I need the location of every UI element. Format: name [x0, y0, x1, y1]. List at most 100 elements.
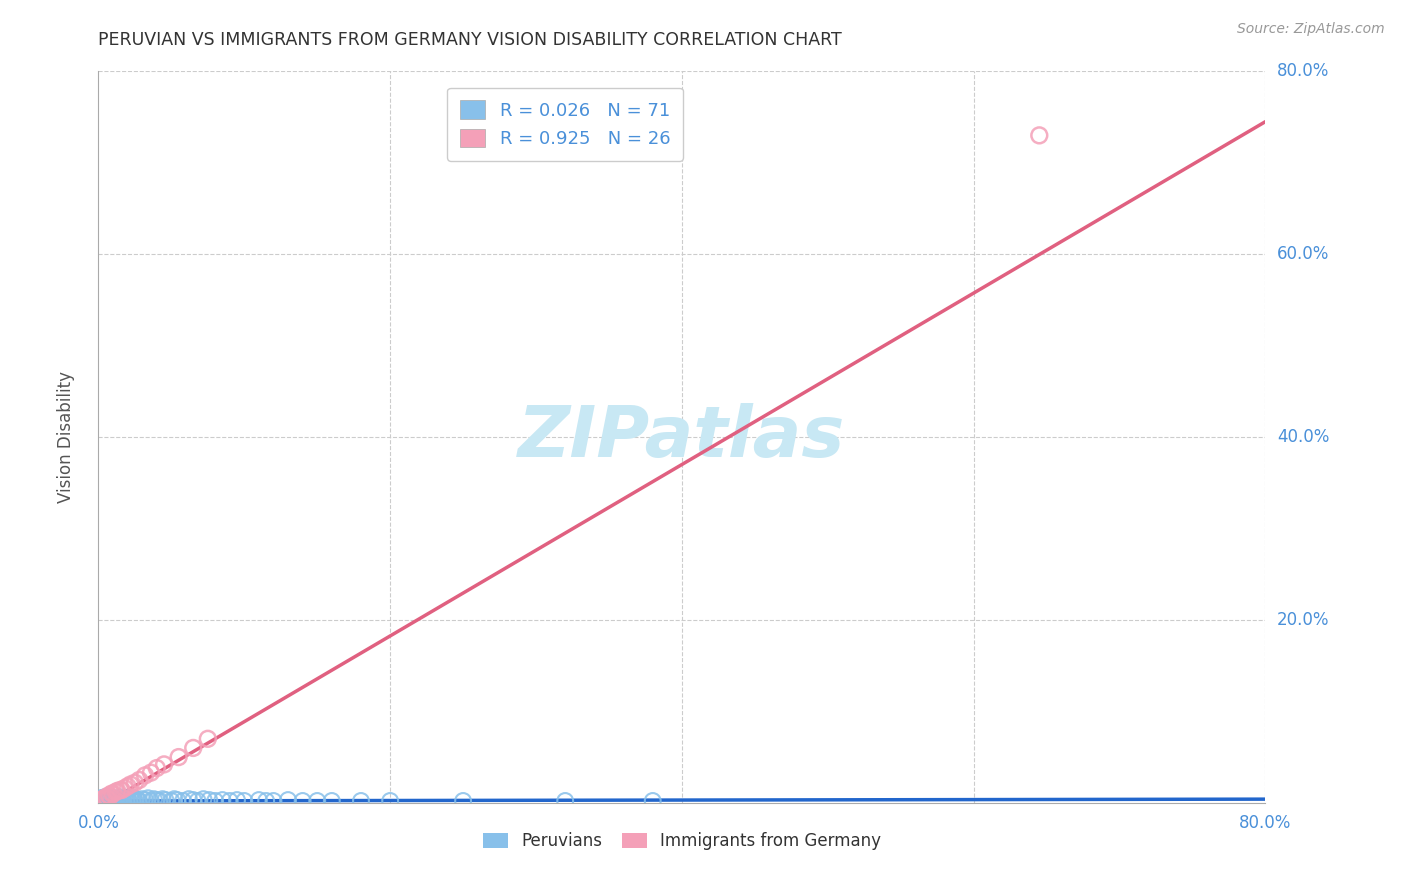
- Point: [291, 794, 314, 808]
- Point: [118, 794, 141, 808]
- Point: [172, 794, 194, 808]
- Point: [204, 794, 226, 808]
- Point: [307, 794, 329, 808]
- Point: [131, 792, 153, 806]
- Point: [111, 783, 134, 797]
- Point: [128, 794, 150, 808]
- Point: [108, 794, 131, 808]
- Point: [153, 757, 176, 772]
- Point: [101, 793, 124, 807]
- Point: [93, 793, 115, 807]
- Point: [97, 792, 120, 806]
- Y-axis label: Vision Disability: Vision Disability: [56, 371, 75, 503]
- Point: [124, 775, 146, 789]
- Point: [211, 793, 233, 807]
- Point: [96, 791, 118, 805]
- Point: [262, 794, 284, 808]
- Point: [146, 793, 169, 807]
- Point: [1028, 128, 1050, 143]
- Point: [104, 792, 127, 806]
- Point: [254, 794, 277, 808]
- Point: [101, 787, 124, 801]
- Text: PERUVIAN VS IMMIGRANTS FROM GERMANY VISION DISABILITY CORRELATION CHART: PERUVIAN VS IMMIGRANTS FROM GERMANY VISI…: [98, 31, 842, 49]
- Point: [94, 792, 117, 806]
- Point: [89, 793, 111, 807]
- Point: [110, 792, 132, 806]
- Point: [96, 793, 118, 807]
- Point: [139, 765, 162, 780]
- Point: [90, 793, 112, 807]
- Point: [114, 781, 136, 796]
- Point: [155, 793, 177, 807]
- Point: [167, 750, 190, 764]
- Point: [94, 790, 117, 805]
- Point: [142, 792, 165, 806]
- Text: 60.0%: 60.0%: [1277, 245, 1330, 263]
- Point: [112, 794, 135, 808]
- Point: [177, 792, 200, 806]
- Point: [93, 790, 115, 805]
- Point: [350, 794, 373, 808]
- Point: [110, 790, 132, 805]
- Point: [554, 794, 576, 808]
- Point: [451, 794, 474, 808]
- Point: [114, 792, 136, 806]
- Point: [90, 791, 112, 805]
- Point: [380, 794, 402, 808]
- Point: [105, 784, 128, 798]
- Point: [193, 792, 215, 806]
- Point: [103, 794, 125, 808]
- Point: [98, 793, 121, 807]
- Point: [181, 740, 204, 755]
- Point: [122, 791, 145, 805]
- Point: [105, 793, 128, 807]
- Point: [166, 793, 188, 807]
- Point: [100, 794, 122, 808]
- Point: [115, 793, 138, 807]
- Point: [136, 791, 159, 805]
- Point: [91, 792, 114, 806]
- Point: [181, 793, 204, 807]
- Point: [120, 778, 142, 792]
- Point: [104, 785, 127, 799]
- Point: [187, 794, 209, 808]
- Point: [121, 793, 143, 807]
- Point: [97, 789, 120, 803]
- Point: [247, 793, 270, 807]
- Text: Source: ZipAtlas.com: Source: ZipAtlas.com: [1237, 22, 1385, 37]
- Point: [218, 794, 240, 808]
- Point: [94, 794, 117, 808]
- Point: [117, 780, 139, 794]
- Point: [321, 794, 343, 808]
- Point: [91, 792, 114, 806]
- Point: [97, 794, 120, 808]
- Point: [110, 783, 132, 797]
- Point: [233, 794, 256, 808]
- Point: [149, 794, 172, 808]
- Legend: Peruvians, Immigrants from Germany: Peruvians, Immigrants from Germany: [475, 825, 889, 856]
- Point: [120, 792, 142, 806]
- Point: [96, 791, 118, 805]
- Point: [125, 792, 148, 806]
- Point: [139, 794, 162, 808]
- Point: [124, 794, 146, 808]
- Point: [146, 761, 169, 775]
- Point: [128, 772, 150, 787]
- Text: ZIPatlas: ZIPatlas: [519, 402, 845, 472]
- Point: [160, 794, 183, 808]
- Point: [98, 791, 121, 805]
- Text: 20.0%: 20.0%: [1277, 611, 1330, 629]
- Point: [134, 793, 156, 807]
- Point: [127, 793, 149, 807]
- Point: [134, 768, 156, 782]
- Point: [198, 793, 221, 807]
- Point: [277, 793, 299, 807]
- Point: [98, 789, 121, 804]
- Point: [117, 791, 139, 805]
- Point: [111, 793, 134, 807]
- Text: 40.0%: 40.0%: [1277, 428, 1330, 446]
- Point: [641, 794, 664, 808]
- Point: [91, 794, 114, 808]
- Point: [226, 793, 249, 807]
- Point: [100, 787, 122, 801]
